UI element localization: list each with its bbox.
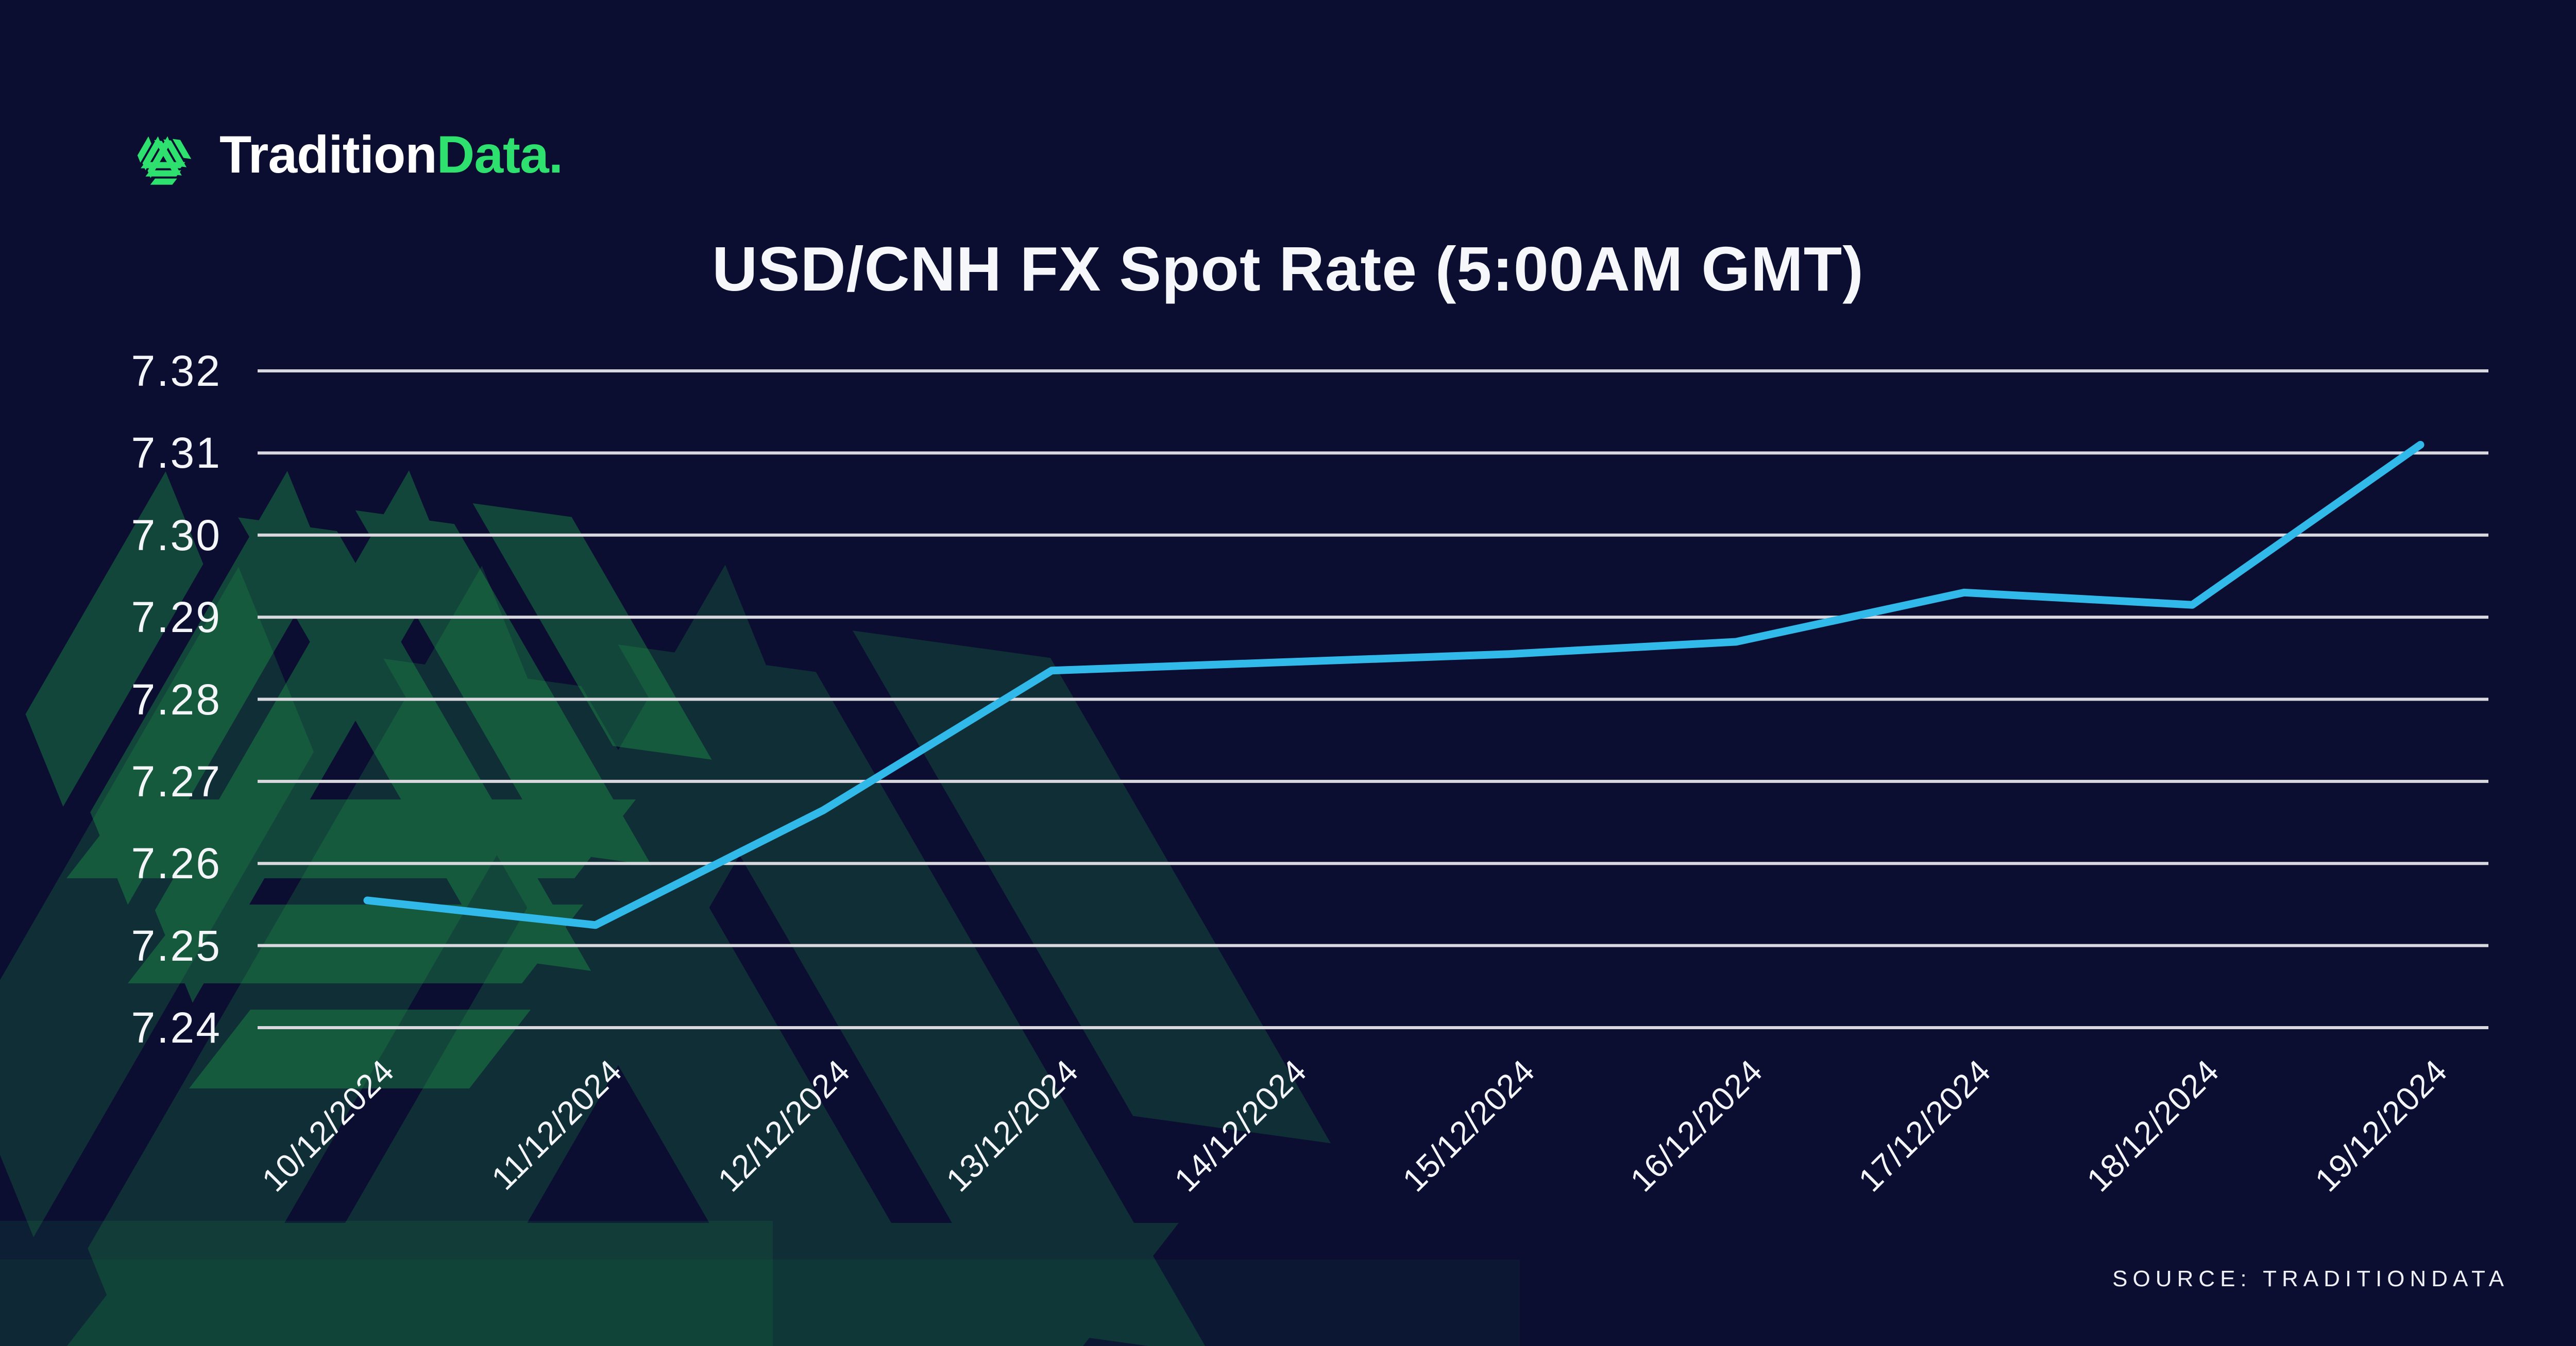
logo-wordmark: TraditionData. <box>219 125 563 185</box>
tradition-data-logo: TraditionData. <box>129 124 563 185</box>
y-axis-tick-label: 7.29 <box>131 593 222 642</box>
y-axis-tick-label: 7.27 <box>131 757 222 806</box>
logo-text-tradition: Tradition <box>219 125 437 184</box>
y-axis-tick-label: 7.24 <box>131 1003 222 1052</box>
y-axis-tick-label: 7.31 <box>131 429 222 478</box>
y-axis-tick-label: 7.25 <box>131 921 222 970</box>
chart-title: USD/CNH FX Spot Rate (5:00AM GMT) <box>712 234 1864 304</box>
y-axis-tick-label: 7.30 <box>131 510 222 559</box>
logo-text-data: Data. <box>436 125 563 184</box>
y-axis-tick-label: 7.26 <box>131 839 222 888</box>
series-line-usd-cnh <box>363 440 2425 929</box>
y-axis-tick-label: 7.32 <box>131 347 222 395</box>
y-axis-tick-label: 7.28 <box>131 675 222 724</box>
source-attribution: SOURCE: TRADITIONDATA <box>2112 1266 2509 1291</box>
